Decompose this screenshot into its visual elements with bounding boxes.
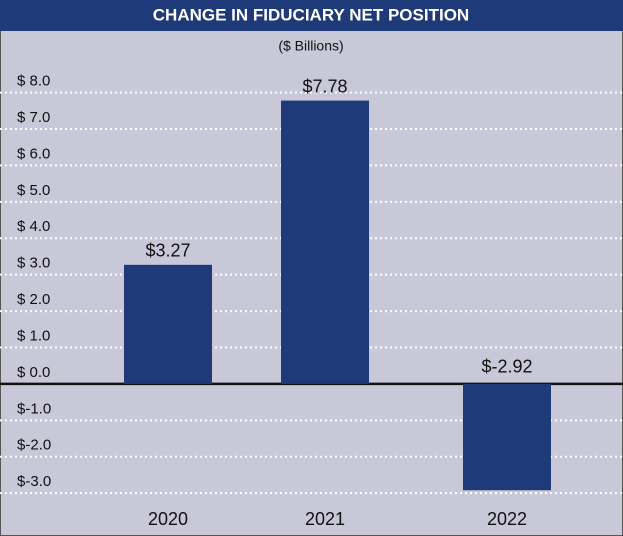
y-tick-label: $ 7.0 [17,109,50,126]
y-tick-label: $ 3.0 [17,255,50,272]
value-label: $7.78 [302,76,347,96]
y-tick-label: $-3.0 [17,473,51,490]
chart-title: CHANGE IN FIDUCIARY NET POSITION [153,5,469,24]
bar [124,264,212,384]
y-tick-label: $ 5.0 [17,182,50,199]
chart-subtitle: ($ Billions) [278,38,343,54]
y-tick-label: $ 8.0 [17,73,50,90]
y-tick-label: $-1.0 [17,400,51,417]
y-tick-label: $ 6.0 [17,145,50,162]
y-tick-label: $-2.0 [17,437,51,454]
x-tick-label: 2022 [487,509,527,529]
title-bar [0,0,623,31]
bar [463,383,551,491]
value-label: $-2.92 [481,357,532,377]
x-tick-label: 2020 [148,509,188,529]
x-tick-label: 2021 [305,509,345,529]
y-tick-label: $ 0.0 [17,364,50,381]
y-tick-label: $ 4.0 [17,218,50,235]
y-tick-label: $ 2.0 [17,291,50,308]
y-tick-label: $ 1.0 [17,327,50,344]
value-label: $3.27 [145,241,190,261]
bar [281,100,369,384]
